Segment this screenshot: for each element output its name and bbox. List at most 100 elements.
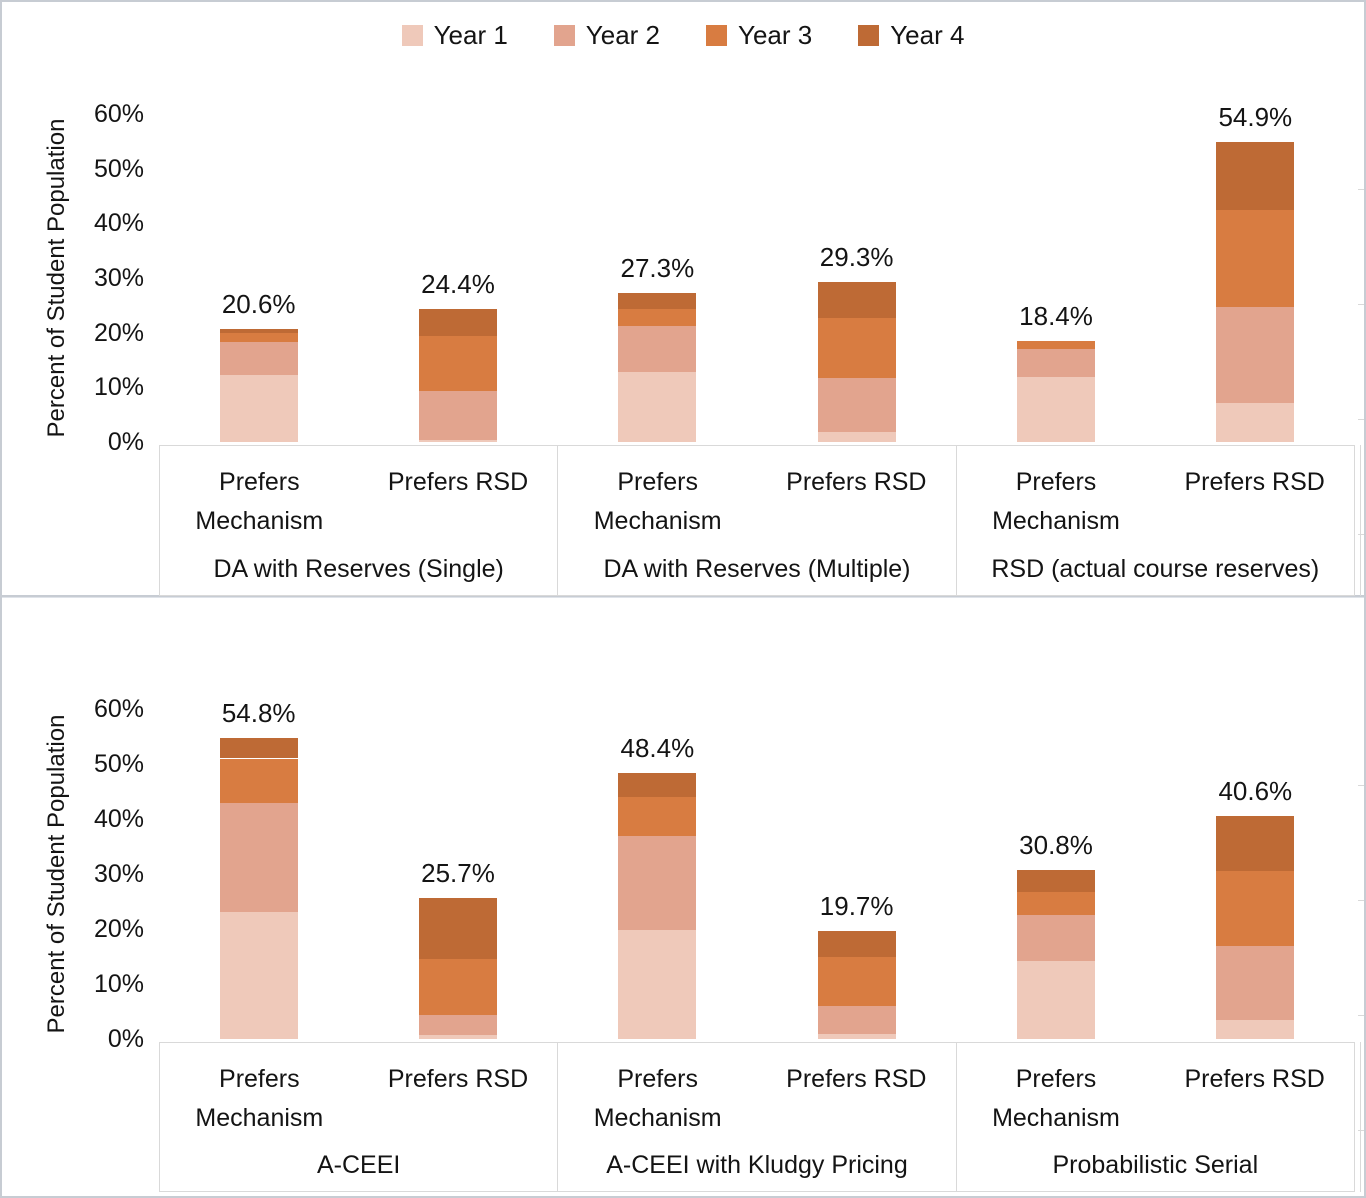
worksheet-gridline-stub [1360,445,1361,596]
worksheet-gridline-stub [1358,189,1364,190]
bar-segment-year-1 [419,440,497,442]
bar-total-label: 54.8% [221,697,296,728]
x-axis-table: Prefers Mechanism Prefers RSD DA with Rese… [159,445,1355,596]
category-row: Prefers Mechanism Prefers RSD [957,1043,1354,1138]
bar-segment-year-2 [419,391,497,441]
bar-total-label: 27.3% [620,252,695,283]
bar-segment-year-1 [219,911,298,1039]
bar-segment-year-3 [817,957,896,1006]
bar-segment-year-3 [618,308,697,327]
chart-panel-bottom: Percent of Student Population 0% 10% 20% 30%… [2,597,1364,1192]
category-label-text: Prefers RSD [387,468,529,496]
worksheet-gridline-stub [1358,785,1364,786]
bar-total-label: 48.4% [620,732,695,763]
bar-total-label: 30.8% [1019,829,1093,860]
axis-group-cell: Prefers Mechanism Prefers RSD DA with Rese… [160,446,559,595]
category-label: Prefers RSD [1155,1060,1354,1138]
bar-segment-year-3 [1216,209,1295,307]
group-label: Probabilistic Serial [1052,1151,1259,1179]
category-label: Prefers Mechanism [558,1060,757,1138]
group-label: RSD (actual course reserves) [991,555,1320,583]
bar-segment-year-1 [1216,1019,1295,1039]
category-label: Prefers Mechanism [957,463,1156,541]
legend-label: Year 1 [433,20,508,50]
bar-segment-year-1 [618,929,697,1039]
bar-segment-year-2 [219,341,298,376]
y-tick-label: 60% [93,100,144,128]
bar-total-label: 25.7% [421,857,495,888]
bar-segment-year-1 [1017,376,1096,442]
bar-segment-year-4 [618,772,697,797]
bar-segment-year-2 [618,326,697,372]
bar-total-label: 20.6% [221,289,296,320]
bar-segment-year-4 [419,897,497,959]
bar-total-label: 18.4% [1019,301,1093,332]
y-tick-label: 30% [93,860,144,888]
bar-segment-year-3 [419,958,497,1015]
category-row: Prefers Mechanism Prefers RSD [957,446,1354,541]
category-label: Prefers RSD [757,1060,956,1138]
y-tick-label: 0% [107,428,144,456]
category-label: Prefers Mechanism [558,463,757,541]
bar-segment-year-3 [219,758,298,803]
bar-segment-year-4 [219,329,298,333]
category-label-text: Prefers RSD [786,1065,927,1093]
category-label-text: Prefers Mechanism [195,468,324,535]
axis-group-cell: Prefers Mechanism Prefers RSD A-CEEI [160,1043,559,1191]
legend-swatch-year-3 [706,24,727,46]
bar-segment-year-2 [219,802,298,912]
bar-segment-year-1 [1017,961,1096,1039]
bar-segment-year-4 [1216,141,1295,210]
legend-label: Year 4 [890,20,965,50]
bar-segment-year-4 [817,281,896,319]
bar-segment-year-2 [1017,915,1096,962]
worksheet-gridline-stub [1358,1130,1364,1131]
bar-segment-year-4 [219,737,298,759]
legend-item: Year 4 [858,22,964,48]
group-label: DA with Reserves (Multiple) [603,555,911,583]
group-label: A-CEEI with Kludgy Pricing [606,1151,908,1179]
x-axis-table: Prefers Mechanism Prefers RSD A-CEEI Prefer… [159,1042,1355,1192]
bar-segment-year-2 [1216,306,1295,403]
category-label: Prefers Mechanism [160,1060,359,1138]
category-label-text: Prefers Mechanism [593,468,722,535]
category-row: Prefers Mechanism Prefers RSD [160,1043,557,1138]
legend-label: Year 2 [585,20,660,50]
category-row: Prefers Mechanism Prefers RSD [558,446,955,541]
bar-total-label: 40.6% [1218,775,1293,806]
bar-segment-year-2 [1017,349,1096,377]
group-label: DA with Reserves (Single) [213,555,504,583]
worksheet-gridline-stub [1358,419,1364,420]
category-label-text: Prefers Mechanism [992,468,1120,535]
category-row: Prefers Mechanism Prefers RSD [558,1043,955,1138]
axis-group-cell: Prefers Mechanism Prefers RSD A-CEEI with … [558,1043,957,1191]
y-tick-label: 0% [107,1025,144,1053]
y-tick-label: 10% [93,970,144,998]
y-tick-label: 30% [93,264,144,292]
bar-segment-year-1 [1216,402,1295,442]
bar-total-label: 54.9% [1218,101,1293,132]
category-label: Prefers RSD [1155,463,1354,541]
category-label-text: Prefers RSD [786,468,927,496]
y-tick-label: 50% [93,750,144,778]
y-tick-label: 60% [93,695,144,723]
legend-swatch-year-1 [401,24,423,46]
category-label: Prefers RSD [757,463,956,541]
category-row: Prefers Mechanism Prefers RSD [160,446,557,541]
bar-segment-year-2 [1216,946,1295,1020]
bar-segment-year-3 [817,318,896,379]
chart-panel-top: Year 1 Year 2 Year 3 Year 4 Percent of Stude… [2,2,1364,597]
bar-segment-year-1 [817,1033,896,1039]
worksheet-gridline-stub [1358,900,1364,901]
y-tick-label: 40% [93,209,144,238]
worksheet-gridline-stub [1358,304,1364,305]
category-label-text: Prefers Mechanism [992,1065,1120,1132]
bar-segment-year-2 [419,1014,497,1035]
worksheet-gridline-stub [1358,534,1364,535]
legend-label: Year 3 [738,20,813,50]
bar-segment-year-4 [1216,815,1295,872]
bar-segment-year-3 [618,797,697,837]
category-label-text: Prefers Mechanism [195,1065,324,1132]
y-tick-label: 20% [93,318,144,347]
group-label: A-CEEI [316,1151,401,1179]
